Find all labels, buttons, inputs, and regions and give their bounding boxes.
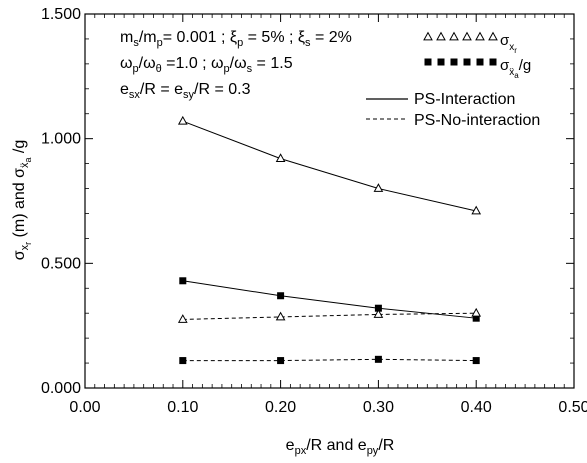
series-marker-triangle xyxy=(177,115,188,125)
series-line-1 xyxy=(182,280,477,319)
x-tick-label: 0.20 xyxy=(265,399,296,416)
legend-label-no-interaction: PS-No-interaction xyxy=(414,112,540,129)
y-axis-title: σxr (m) and σẍa /g xyxy=(11,140,33,261)
series-marker-triangle xyxy=(275,153,286,162)
legend-square-marker xyxy=(424,58,432,66)
legend-triangle-marker xyxy=(423,31,433,41)
annotation-eccentricity: esx/R = esy/R = 0.3 xyxy=(120,81,251,101)
legend-label-interaction: PS-Interaction xyxy=(414,91,515,108)
series-marker-square xyxy=(277,357,285,365)
legend-triangle-marker xyxy=(488,31,498,41)
series-marker-square xyxy=(472,314,480,322)
series-marker-square xyxy=(374,355,382,363)
x-axis-title: epx/R and epy/R xyxy=(286,437,395,457)
series-line-0 xyxy=(182,120,477,212)
x-tick-label: 0.00 xyxy=(69,399,100,416)
x-tick-label: 0.40 xyxy=(461,399,492,416)
legend-triangle-markers xyxy=(423,31,498,41)
series-marker-square xyxy=(179,277,187,285)
legend-entry-sigma-xa: σẍa/g xyxy=(424,57,531,80)
series-marker-triangle xyxy=(373,309,384,318)
y-tick-label: 1.500 xyxy=(41,6,81,23)
legend-label-sigma-xa: σẍa/g xyxy=(500,57,531,80)
x-tick-label: 0.30 xyxy=(363,399,394,416)
legend-square-marker xyxy=(437,58,445,66)
series-marker-triangle xyxy=(177,314,188,323)
series-marker-triangle xyxy=(275,311,286,321)
plot-area: 0.00 0.10 0.20 0.30 0.40 0.50 0.000 0.500 1.000 1… xyxy=(41,6,587,416)
series-marker-square xyxy=(472,357,480,365)
legend-square-markers xyxy=(424,58,497,66)
series-marker-triangle xyxy=(373,183,384,192)
series-line-3 xyxy=(182,358,477,362)
y-tick-label: 0.000 xyxy=(41,380,81,397)
legend-triangle-marker xyxy=(436,31,446,41)
series-marker-square xyxy=(374,304,382,312)
legend-label-sigma-xr: σxr xyxy=(500,32,517,55)
legend-triangle-marker xyxy=(475,31,485,41)
series-marker-square xyxy=(179,357,187,365)
legend: σxr σẍa/g PS-Interaction PS-No-interacti… xyxy=(366,31,540,129)
x-tick-label: 0.10 xyxy=(167,399,198,416)
x-tick-label: 0.50 xyxy=(558,399,587,416)
series-marker-triangle xyxy=(471,205,482,215)
annotation-mass-damping: ms/mp= 0.001 ; ξp = 5% ; ξs = 2% xyxy=(120,29,352,49)
legend-triangle-marker xyxy=(449,31,459,41)
annotation-block: ms/mp= 0.001 ; ξp = 5% ; ξs = 2% ωp/ωθ =… xyxy=(120,29,352,101)
legend-square-marker xyxy=(489,58,497,66)
legend-square-marker xyxy=(463,58,471,66)
series-marker-square xyxy=(277,292,285,300)
series-marker-triangle xyxy=(471,307,482,317)
legend-entry-sigma-xr: σxr xyxy=(423,31,517,55)
annotation-frequency: ωp/ωθ =1.0 ; ωp/ωs = 1.5 xyxy=(120,55,293,75)
legend-triangle-marker xyxy=(462,31,472,41)
y-tick-label: 0.500 xyxy=(41,255,81,272)
y-tick-label: 1.000 xyxy=(41,131,81,148)
legend-square-marker xyxy=(450,58,458,66)
legend-square-marker xyxy=(476,58,484,66)
